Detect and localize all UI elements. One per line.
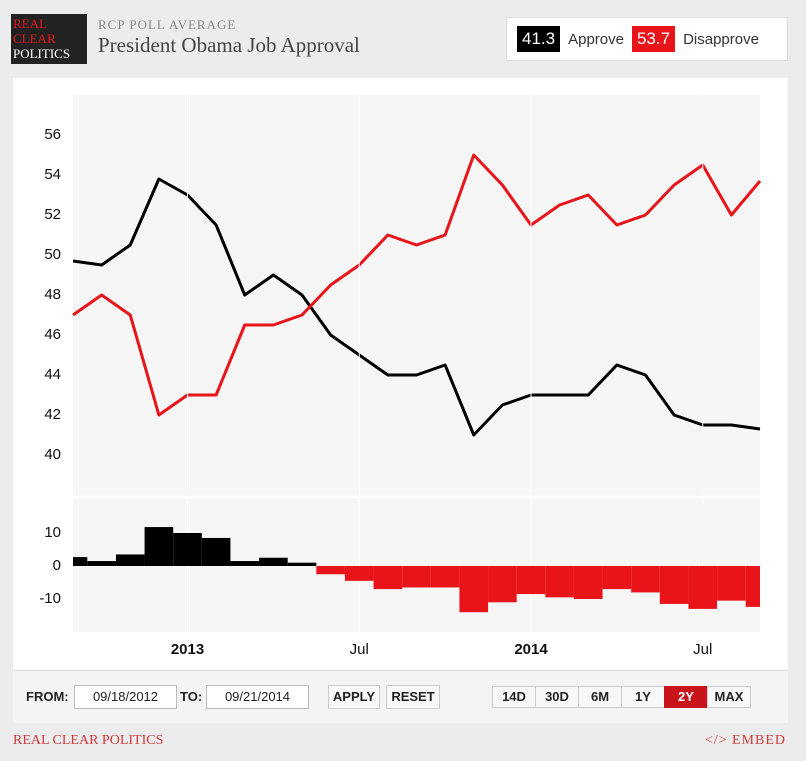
legend-value: 41.3	[517, 26, 561, 52]
spread-bar	[745, 566, 760, 607]
y-tick-label: 40	[44, 446, 61, 463]
x-tick-label: Jul	[350, 641, 369, 658]
y-tick-label: 56	[44, 126, 61, 143]
logo-line: POLITICS	[13, 46, 71, 61]
y-tick-label: 50	[44, 246, 61, 263]
spread-bar	[316, 566, 345, 575]
spread-bar	[115, 554, 145, 566]
legend-value: 53.7	[631, 26, 676, 52]
spread-bar	[602, 566, 632, 590]
spread-bar	[73, 557, 88, 566]
from-date[interactable]: 09/18/2012	[74, 685, 177, 709]
range-button[interactable]: 14D	[492, 686, 536, 708]
y-tick-label: 46	[44, 326, 61, 343]
spread-bar	[230, 561, 260, 566]
x-tick-label: 2013	[171, 641, 204, 658]
x-tick-label: 2014	[514, 641, 548, 658]
spread-bar	[631, 566, 660, 593]
chart-panel: 40 42 44 46 48 50 52 54 56 2013 Jul 2014 Jul -10 0 10	[13, 78, 788, 670]
y-tick-label: 48	[44, 286, 61, 303]
spread-bar	[545, 566, 574, 598]
to-date[interactable]: 09/21/2014	[206, 685, 309, 709]
footer-brand[interactable]: REAL CLEAR POLITICS	[13, 733, 164, 748]
to-label: TO:	[180, 689, 203, 704]
x-tick-label: Jul	[693, 641, 712, 658]
reset-button[interactable]: RESET	[386, 685, 440, 709]
y-tick-label: 54	[44, 166, 61, 183]
y-tick-label: 42	[44, 406, 61, 423]
chart-title: President Obama Job Approval	[98, 33, 360, 57]
spread-bar	[488, 566, 517, 603]
apply-button[interactable]: APPLY	[328, 685, 380, 709]
spread-bar	[259, 557, 288, 566]
controls: FROM: 09/18/2012 TO: 09/21/2014 APPLY RE…	[13, 670, 788, 723]
y-tick-label: -10	[39, 590, 61, 607]
range-button[interactable]: 2Y	[664, 686, 708, 708]
logo[interactable]: REAL CLEAR POLITICS	[11, 14, 87, 64]
y-tick-label: 44	[44, 366, 61, 383]
logo-line: CLEAR	[13, 31, 56, 46]
spread-bar	[201, 537, 231, 566]
chart: 40 42 44 46 48 50 52 54 56 2013 Jul 2014 Jul -10 0 10	[18, 95, 780, 658]
spread-bar	[144, 527, 174, 566]
spread-bar	[688, 566, 718, 609]
spread-bar	[373, 566, 403, 590]
embed-link[interactable]: </> EMBED	[704, 733, 786, 748]
legend-label: Disapprove	[683, 30, 759, 48]
range-button[interactable]: MAX	[707, 686, 751, 708]
range-button[interactable]: 6M	[578, 686, 622, 708]
spread-bar	[717, 566, 746, 601]
spread-bar	[459, 566, 489, 613]
spread-bar	[344, 566, 374, 581]
range-button[interactable]: 30D	[535, 686, 579, 708]
kicker: RCP POLL AVERAGE	[98, 17, 237, 32]
spread-bar	[430, 566, 460, 588]
y-tick-label: 52	[44, 206, 61, 223]
spread-bar	[87, 561, 116, 566]
legend-label: Approve	[568, 30, 624, 48]
range-button[interactable]: 1Y	[621, 686, 665, 708]
spread-bar	[659, 566, 689, 604]
from-label: FROM:	[26, 689, 69, 704]
logo-line: REAL	[13, 16, 47, 31]
y-tick-label: 10	[44, 524, 61, 541]
spread-bar	[287, 562, 317, 566]
spread-bar	[402, 566, 431, 588]
spread-bar	[173, 533, 202, 566]
spread-bar	[516, 566, 546, 595]
y-tick-label: 0	[53, 557, 61, 574]
spread-bar	[573, 566, 603, 599]
legend: 41.3 Approve 53.7 Disapprove	[506, 17, 788, 61]
